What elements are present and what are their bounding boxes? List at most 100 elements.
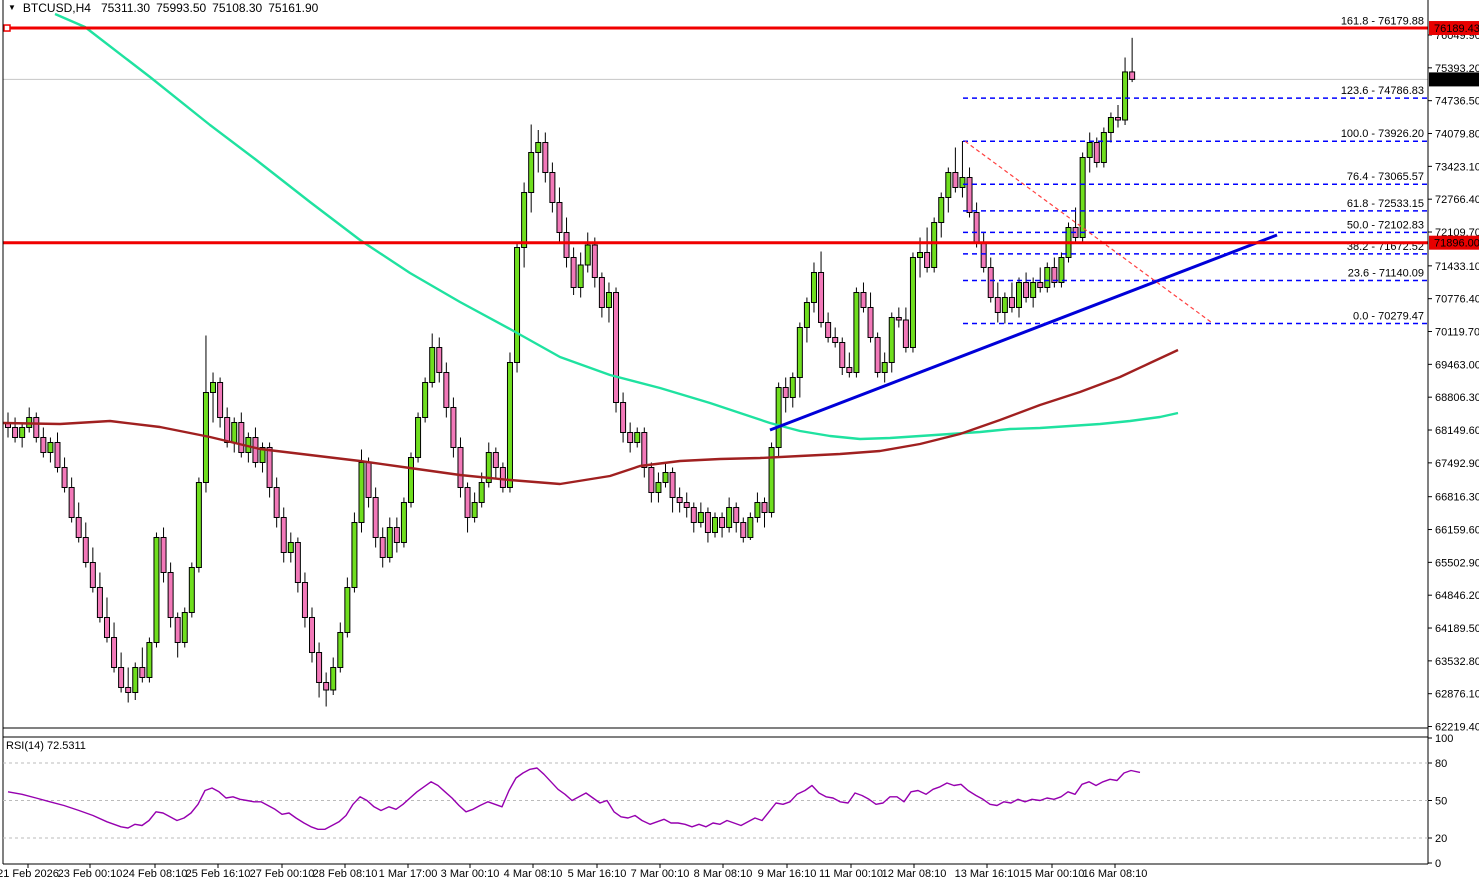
candle-body [499, 467, 506, 488]
candle-body [75, 517, 82, 538]
candle-body [796, 327, 803, 378]
date-label: 8 Mar 08:10 [694, 868, 753, 880]
candle-body [386, 527, 393, 558]
candle [33, 412, 40, 443]
candle-body [1114, 117, 1121, 121]
candle-body [125, 687, 132, 693]
candle [641, 427, 648, 478]
candle [1107, 112, 1114, 143]
fibonacci-retracement[interactable]: 161.8 - 76179.88 123.6 - 74786.83 100.0 - … [963, 16, 1428, 325]
candle [422, 377, 429, 423]
candle [712, 512, 718, 538]
candle-body [676, 497, 683, 503]
line-anchor-marker[interactable] [3, 24, 11, 32]
price-tick-label: 67492.90 [1435, 458, 1479, 470]
candle [888, 312, 895, 373]
date-label: 27 Feb 00:10 [250, 868, 315, 880]
candle-body [704, 512, 711, 533]
candle [1001, 292, 1008, 324]
candle [521, 182, 528, 268]
candle [931, 217, 938, 273]
candle-body [436, 347, 443, 373]
symbol-name[interactable]: BTCUSD,H4 [22, 0, 91, 15]
rsi-indicator-label: RSI(14) 72.5311 [6, 740, 86, 752]
candle [125, 667, 132, 703]
fib-level-label: 76.4 - 73065.57 [1347, 171, 1424, 183]
date-label: 5 Mar 16:10 [568, 868, 627, 880]
candle-body [1044, 267, 1051, 288]
candle [181, 607, 188, 648]
price-scale[interactable]: 76049.9075393.2074736.5074079.8073423.10… [1428, 21, 1479, 734]
candle-body [259, 447, 266, 463]
date-label: 12 Mar 08:10 [882, 868, 947, 880]
candle-body [1093, 142, 1100, 163]
candle-body [966, 177, 973, 213]
candle-body [492, 452, 499, 468]
candle [973, 202, 980, 248]
candle-body [825, 322, 832, 338]
candle-body [96, 587, 103, 618]
candle-body [719, 517, 726, 528]
symbol-dropdown-icon[interactable]: ▼ [8, 3, 16, 12]
candle [853, 287, 860, 378]
candle [429, 333, 436, 388]
candle-body [61, 467, 68, 488]
candle-body [1086, 142, 1093, 158]
candle-body [697, 512, 704, 523]
candle-body [231, 422, 238, 443]
candle [846, 352, 853, 378]
candle-body [132, 667, 139, 693]
candle-body [598, 277, 605, 308]
fib-trendline[interactable] [964, 140, 1214, 325]
candle [1093, 137, 1100, 168]
rsi-scale-label: 100 [1435, 733, 1453, 745]
candle-body [683, 502, 690, 508]
candle [82, 522, 89, 568]
candle-body [457, 447, 464, 488]
candle-body [669, 472, 676, 498]
candle [443, 362, 450, 418]
date-label: 28 Feb 08:10 [313, 868, 378, 880]
candle-body [846, 367, 853, 373]
candle [1037, 267, 1044, 293]
candle-body [1001, 297, 1008, 313]
candle [415, 412, 422, 463]
date-label: 25 Feb 16:10 [186, 868, 251, 880]
candle-body [1129, 71, 1136, 80]
candle [344, 577, 351, 638]
candle-body [980, 242, 987, 268]
date-label: 11 Mar 00:10 [819, 868, 883, 880]
candle-body [810, 272, 817, 303]
candle-body [464, 487, 471, 518]
rsi-line [7, 767, 1141, 830]
candle [690, 502, 697, 533]
candle-body [832, 337, 839, 343]
candle [945, 167, 952, 213]
candle [577, 252, 584, 298]
candle [528, 124, 535, 213]
candle [450, 397, 457, 458]
candle [54, 432, 61, 473]
candle [351, 512, 358, 593]
candle [1086, 132, 1093, 173]
candle-body [945, 172, 952, 198]
candle-body [217, 382, 224, 418]
support-trendline[interactable] [769, 233, 1278, 432]
candle-body [747, 517, 754, 538]
candle [655, 472, 662, 503]
candle [634, 427, 641, 448]
candle [379, 527, 386, 568]
candle [648, 462, 655, 503]
candle-body [973, 212, 980, 243]
candle-body [584, 244, 591, 266]
fib-level-label: 23.6 - 71140.09 [1348, 267, 1424, 279]
candle [309, 607, 316, 663]
candle-body [181, 612, 188, 643]
candle-body [924, 252, 931, 268]
candle [118, 652, 125, 693]
candle [1008, 282, 1015, 313]
fast-ma-line [54, 12, 1179, 441]
candle [1100, 127, 1107, 168]
